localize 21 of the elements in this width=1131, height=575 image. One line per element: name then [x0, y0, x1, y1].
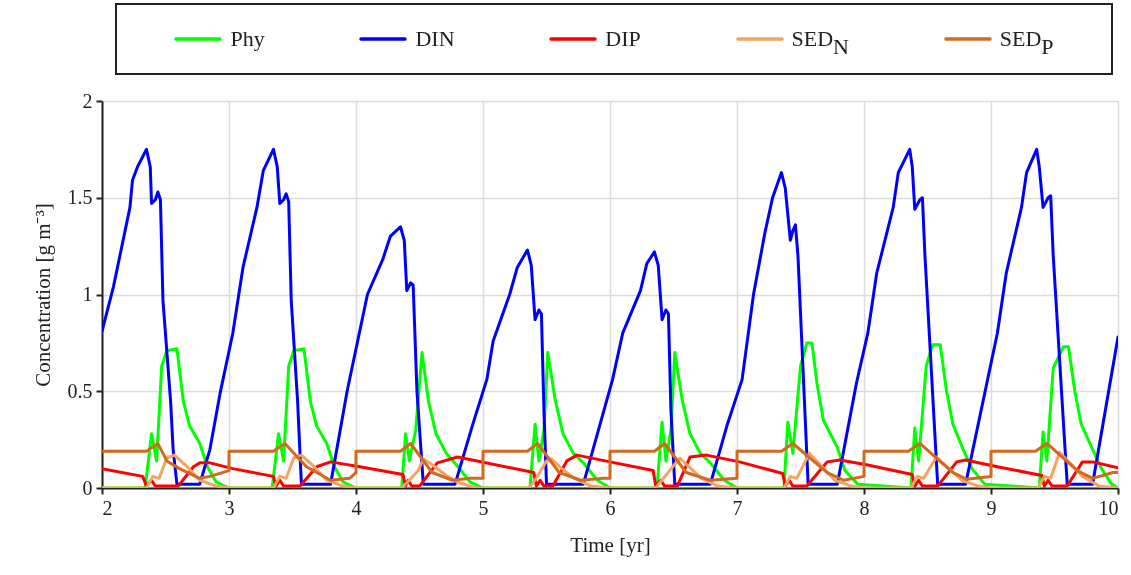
x-tick-label: 3 — [224, 496, 235, 519]
y-axis-title: Concentration [g m⁻³] — [30, 203, 55, 387]
x-tick-label: 7 — [732, 496, 743, 519]
x-tick-label: 4 — [351, 496, 362, 519]
legend-label: DIN — [415, 26, 455, 52]
legend-label: DIP — [605, 26, 641, 52]
x-tick-label: 5 — [478, 496, 489, 519]
x-tick-label: 6 — [605, 496, 616, 519]
y-tick-label: 1.5 — [67, 186, 93, 209]
x-tick-label: 9 — [986, 496, 997, 519]
x-tick-label: 8 — [859, 496, 870, 519]
y-tick-label: 0 — [82, 476, 93, 499]
x-axis-title: Time [yr] — [570, 532, 651, 557]
x-tick-label: 10 — [1098, 496, 1119, 519]
line-series — [102, 147, 1118, 486]
x-tick-label: 2 — [102, 496, 113, 519]
y-tick-label: 2 — [82, 89, 93, 112]
y-tick-label: 0.5 — [67, 379, 93, 402]
line-series — [102, 442, 1118, 482]
y-tick-label: 1 — [82, 283, 93, 305]
legend-label: Phy — [230, 26, 265, 52]
